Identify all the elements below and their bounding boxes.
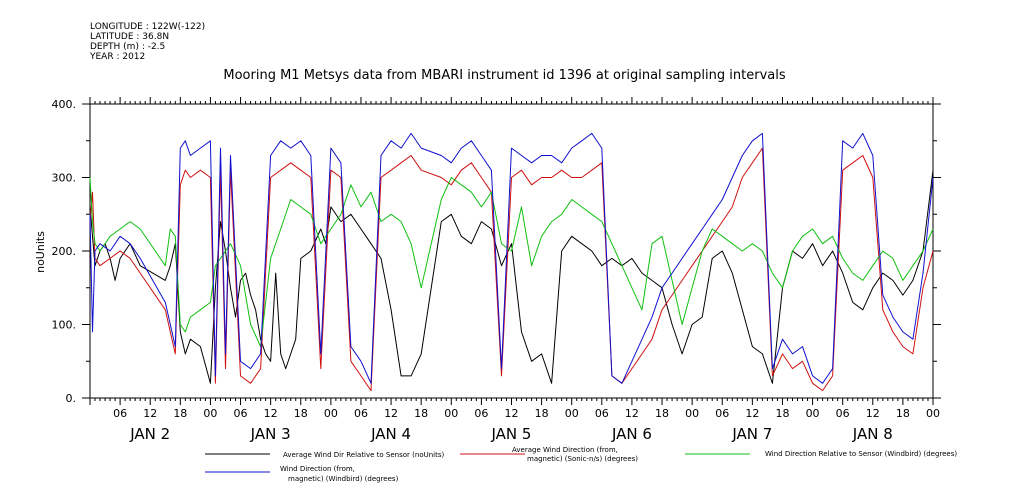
longitude-label: LONGITUDE : 122W(-122) bbox=[90, 22, 206, 32]
latitude-label: LATITUDE : 36.8N bbox=[90, 32, 170, 42]
y-tick-label: 200. bbox=[52, 245, 77, 258]
x-tick-label: 18 bbox=[414, 407, 428, 420]
legend-label-red-2: magnetic) (Sonic-n/s) (degrees) bbox=[527, 455, 638, 463]
legend-label-red-1: Average Wind Direction (from, bbox=[512, 446, 618, 454]
x-tick-label: 12 bbox=[264, 407, 278, 420]
year-label: YEAR : 2012 bbox=[90, 52, 146, 62]
x-tick-label: 06 bbox=[234, 407, 248, 420]
x-tick-label: 18 bbox=[173, 407, 187, 420]
x-tick-label: 00 bbox=[324, 407, 338, 420]
axis-frame bbox=[82, 97, 941, 405]
x-tick-label: 12 bbox=[625, 407, 639, 420]
x-tick-label: 06 bbox=[474, 407, 488, 420]
x-tick-label: 00 bbox=[565, 407, 579, 420]
x-tick-label: 18 bbox=[535, 407, 549, 420]
x-tick-label: 06 bbox=[595, 407, 609, 420]
x-tick-label: 00 bbox=[444, 407, 458, 420]
x-tick-label: 06 bbox=[836, 407, 850, 420]
legend: Average Wind Dir Relative to Sensor (noU… bbox=[205, 446, 957, 483]
x-tick-label: 06 bbox=[113, 407, 127, 420]
y-tick-label: 100. bbox=[52, 319, 77, 332]
legend-label-blue-2: magnetic) (Windbird) (degrees) bbox=[288, 475, 399, 483]
y-tick-label: 300. bbox=[52, 172, 77, 185]
x-tick-label: 18 bbox=[775, 407, 789, 420]
legend-label-blue-1: Wind Direction (from, bbox=[280, 465, 355, 473]
x-tick-label: 06 bbox=[715, 407, 729, 420]
x-day-label: JAN 6 bbox=[611, 425, 652, 443]
x-day-label: JAN 3 bbox=[250, 425, 291, 443]
x-tick-label: 06 bbox=[354, 407, 368, 420]
y-axis-label: noUnits bbox=[34, 231, 47, 273]
x-tick-label: 18 bbox=[655, 407, 669, 420]
x-tick-label: 00 bbox=[806, 407, 820, 420]
x-tick-label: 12 bbox=[505, 407, 519, 420]
depth-label: DEPTH (m) : -2.5 bbox=[90, 42, 166, 52]
x-day-label: JAN 2 bbox=[129, 425, 170, 443]
x-tick-label: 12 bbox=[384, 407, 398, 420]
x-tick-label: 18 bbox=[896, 407, 910, 420]
x-day-label: JAN 8 bbox=[852, 425, 893, 443]
axis-labels: 0. 100. 200. 300. 400. 06 12 18 00 06 12 18 00 06 12 18… bbox=[52, 98, 941, 443]
x-tick-label: 00 bbox=[685, 407, 699, 420]
series-lines bbox=[89, 132, 934, 392]
x-day-label: JAN 5 bbox=[491, 425, 532, 443]
legend-label-black: Average Wind Dir Relative to Sensor (noU… bbox=[283, 451, 444, 459]
series-line bbox=[89, 170, 934, 384]
y-tick-label: 0. bbox=[66, 392, 77, 405]
series-line bbox=[89, 132, 934, 384]
chart-title: Mooring M1 Metsys data from MBARI instru… bbox=[223, 68, 786, 83]
x-day-label: JAN 4 bbox=[370, 425, 411, 443]
x-tick-label: 00 bbox=[926, 407, 940, 420]
x-tick-label: 18 bbox=[294, 407, 308, 420]
series-line bbox=[89, 177, 934, 348]
x-tick-label: 12 bbox=[143, 407, 157, 420]
y-tick-label: 400. bbox=[52, 98, 77, 111]
x-tick-label: 12 bbox=[745, 407, 759, 420]
legend-label-green: Wind Direction Relative to Sensor (Windb… bbox=[765, 450, 957, 458]
x-tick-label: 12 bbox=[866, 407, 880, 420]
x-day-label: JAN 7 bbox=[731, 425, 772, 443]
x-tick-label: 00 bbox=[203, 407, 217, 420]
